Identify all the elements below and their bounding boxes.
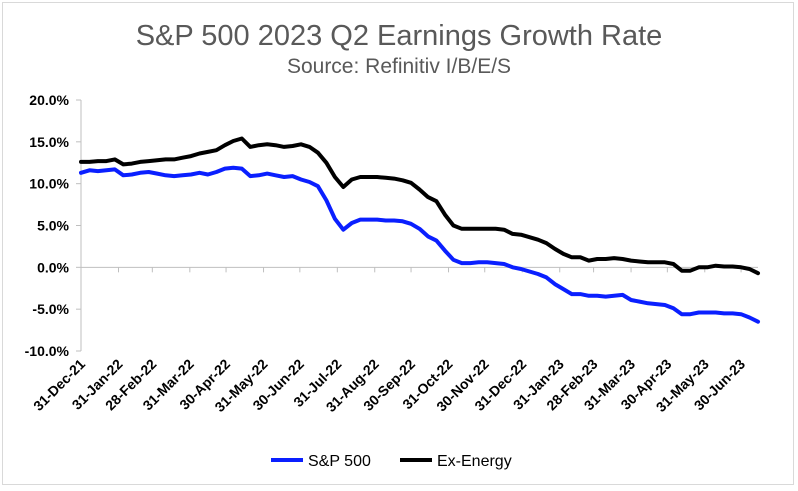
series-line-sp500: [79, 165, 760, 324]
y-tick-label: 15.0%: [29, 134, 69, 150]
legend: S&P 500 Ex-Energy: [271, 453, 512, 470]
legend-label-ex-energy: Ex-Energy: [437, 453, 512, 470]
y-tick-label: 20.0%: [29, 92, 69, 108]
series-line-ex-energy: [79, 136, 760, 276]
y-tick-label: -5.0%: [32, 301, 69, 317]
plot-area: 20.0%15.0%10.0%5.0%0.0%-5.0%-10.0%31-Dec…: [25, 92, 760, 415]
chart-frame: S&P 500 2023 Q2 Earnings Growth Rate Sou…: [2, 2, 794, 485]
y-tick-label: 5.0%: [37, 218, 69, 234]
chart-subtitle: Source: Refinitiv I/B/E/S: [287, 55, 511, 78]
line-chart: S&P 500 2023 Q2 Earnings Growth Rate Sou…: [25, 20, 760, 470]
legend-label-sp500: S&P 500: [308, 453, 371, 470]
y-tick-label: -10.0%: [25, 343, 70, 359]
y-tick-label: 0.0%: [37, 259, 69, 275]
y-tick-label: 10.0%: [29, 176, 69, 192]
chart-title: S&P 500 2023 Q2 Earnings Growth Rate: [136, 20, 663, 52]
